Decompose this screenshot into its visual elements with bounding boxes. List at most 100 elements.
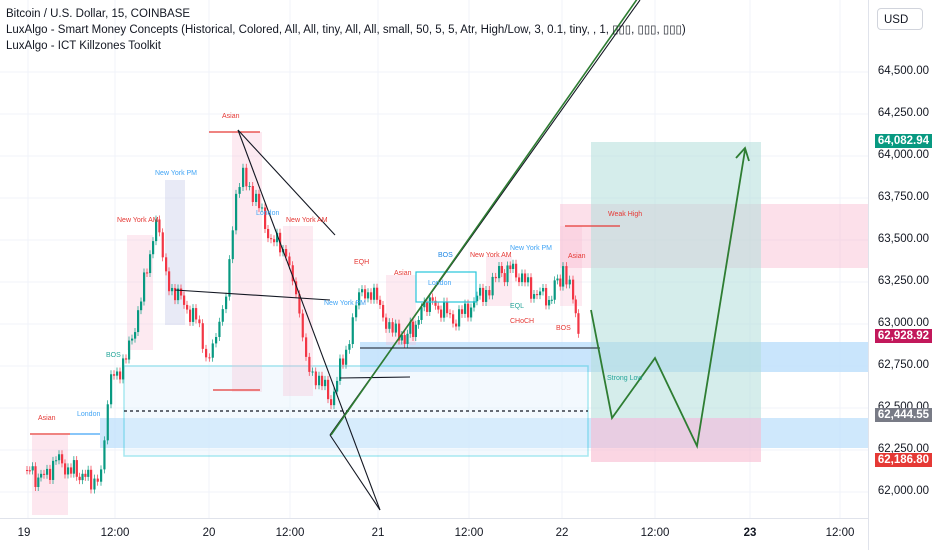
candle xyxy=(225,296,228,310)
candle xyxy=(572,279,575,300)
svg-text:BOS: BOS xyxy=(556,325,571,332)
candle xyxy=(443,301,446,318)
candle xyxy=(417,319,420,325)
candle xyxy=(431,297,434,301)
candle xyxy=(149,254,152,274)
candle xyxy=(449,313,452,315)
candle xyxy=(64,463,67,475)
candle xyxy=(518,277,521,283)
candle xyxy=(324,379,327,387)
candle xyxy=(345,349,348,365)
candle xyxy=(321,375,324,387)
candle xyxy=(180,288,183,296)
candle xyxy=(49,468,52,480)
symbol-title[interactable]: Bitcoin / U.S. Dollar, 15, COINBASE xyxy=(6,8,191,20)
candle xyxy=(242,167,245,188)
candle xyxy=(311,371,314,373)
candle xyxy=(165,257,168,272)
candle xyxy=(330,399,333,406)
candle xyxy=(81,473,84,481)
candle xyxy=(470,307,473,318)
candle xyxy=(533,294,536,299)
candle xyxy=(494,276,497,279)
candle xyxy=(503,273,506,283)
candle xyxy=(473,301,476,308)
candle xyxy=(562,266,565,287)
candle xyxy=(440,309,443,318)
candle xyxy=(412,321,415,338)
candle xyxy=(198,319,201,324)
label-london-3: London xyxy=(428,280,451,287)
candle xyxy=(177,288,180,301)
candle xyxy=(398,323,401,341)
candle xyxy=(539,291,542,296)
candle xyxy=(464,303,467,314)
candle xyxy=(228,259,231,297)
candle xyxy=(548,299,551,306)
time-tick: 12:00 xyxy=(275,527,305,539)
candle xyxy=(43,473,46,475)
currency-selector[interactable]: USD xyxy=(877,8,923,30)
candle xyxy=(351,317,354,345)
candle xyxy=(361,289,364,293)
candle xyxy=(391,322,394,333)
svg-text:EQL: EQL xyxy=(510,303,524,310)
candle xyxy=(211,343,214,358)
candle xyxy=(78,476,81,481)
candle xyxy=(93,478,96,490)
candle xyxy=(298,294,301,314)
candle xyxy=(550,299,553,301)
candle xyxy=(137,310,140,333)
chart-legend: Bitcoin / U.S. Dollar, 15, COINBASE LuxA… xyxy=(6,6,686,54)
candle xyxy=(26,470,29,471)
candle xyxy=(308,356,311,372)
candle xyxy=(186,304,189,310)
price-axis[interactable]: USD 64,500.00 64,250.00 64,000.00 63,750.00… xyxy=(868,0,932,550)
price-tick: 62,250.00 xyxy=(877,443,929,455)
label-london-1: London xyxy=(77,411,100,418)
candle xyxy=(400,335,403,341)
candle xyxy=(40,473,43,478)
candle xyxy=(530,277,533,299)
candle xyxy=(536,294,539,296)
time-tick: 20 xyxy=(202,527,216,539)
indicator-smc[interactable]: LuxAlgo - Smart Money Concepts (Historic… xyxy=(6,24,686,36)
price-tick: 63,500.00 xyxy=(877,233,929,245)
candle xyxy=(423,301,426,308)
time-axis[interactable]: 19 12:00 20 12:00 21 12:00 22 12:00 23 12:00 xyxy=(0,518,868,551)
time-tick: 19 xyxy=(17,527,31,539)
candle xyxy=(201,323,204,349)
time-tick: 23 xyxy=(743,527,757,539)
candle xyxy=(208,357,211,359)
candle xyxy=(452,314,455,324)
candle xyxy=(553,280,556,300)
candle xyxy=(205,348,208,358)
candle xyxy=(270,238,273,240)
candle xyxy=(116,371,119,376)
candle xyxy=(171,287,174,292)
time-tick: 12:00 xyxy=(825,527,855,539)
indicator-killzones[interactable]: LuxAlgo - ICT Killzones Toolkit xyxy=(6,40,161,52)
candle xyxy=(189,309,192,322)
candle xyxy=(565,266,568,285)
candle xyxy=(500,266,503,274)
candle xyxy=(122,358,125,380)
candle xyxy=(434,300,437,306)
candle xyxy=(155,219,158,242)
candle xyxy=(70,467,73,474)
candle xyxy=(376,287,379,300)
candle xyxy=(100,469,103,482)
candle xyxy=(261,207,264,209)
candle xyxy=(394,323,397,333)
label-nypm-1: New York PM xyxy=(155,170,197,177)
candle xyxy=(248,186,251,188)
candle xyxy=(485,290,488,302)
candle xyxy=(515,263,518,278)
forecast-path xyxy=(590,149,746,449)
candle xyxy=(84,473,87,477)
candle xyxy=(218,321,221,338)
candle xyxy=(314,371,317,386)
price-tick: 64,000.00 xyxy=(877,149,929,161)
price-chart[interactable]: Asian London New York AM New York PM Asi… xyxy=(0,0,868,518)
candle xyxy=(34,466,37,488)
